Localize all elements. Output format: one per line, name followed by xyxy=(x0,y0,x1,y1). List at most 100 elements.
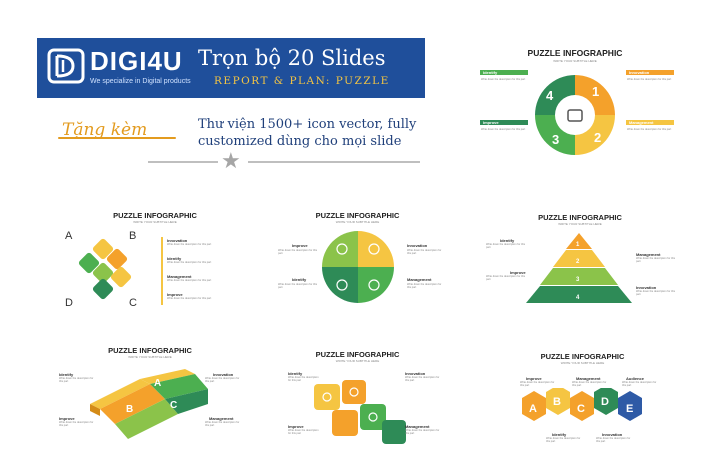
piece-number-4: 4 xyxy=(546,88,554,103)
cross-puzzle xyxy=(78,238,132,300)
svg-text:3: 3 xyxy=(576,277,580,283)
label-bar xyxy=(626,70,674,75)
label-bar xyxy=(626,120,674,125)
svg-text:B: B xyxy=(553,396,561,408)
banner-subtitle: REPORT & PLAN: PUZZLE xyxy=(214,75,390,87)
svg-text:C: C xyxy=(577,403,585,415)
label-desc: Write down the description for this part xyxy=(627,78,672,81)
slide-label: Identify xyxy=(483,70,498,75)
isometric-puzzle: A B C xyxy=(90,369,208,439)
slide-label: Identify xyxy=(288,371,303,376)
label-desc: Write down the description for this part xyxy=(205,421,240,427)
slide-subtitle: WRITE YOUR SUBTITLE HERE xyxy=(128,355,172,359)
label-desc: Write down the description for this part xyxy=(572,381,607,387)
label-desc: Write down the description for this part xyxy=(278,283,318,289)
label-desc: Write down the description for this part xyxy=(59,421,94,427)
label-desc: Write down the description for this part xyxy=(167,297,212,300)
slide-thumbnail-4[interactable]: PUZZLE INFOGRAPHIC WRITE YOUR SUBTITLE H… xyxy=(480,205,680,315)
brand-tagline: We specialize in Digital products xyxy=(90,78,191,85)
label-desc: Write down the description for this part xyxy=(407,283,442,289)
gift-underline xyxy=(58,137,176,139)
slide-label: Management xyxy=(405,424,430,429)
brand-name: DIGI4U xyxy=(90,46,183,76)
label-desc: Write down the description for this part xyxy=(622,381,657,387)
label-desc: Write down the description for this part xyxy=(288,376,319,382)
slide-label: Management xyxy=(629,120,654,125)
label-desc: Write down the description for this part xyxy=(486,275,526,281)
label-desc: Write down the description for this part xyxy=(167,279,212,282)
slide-title: PUZZLE INFOGRAPHIC xyxy=(538,213,622,222)
slide-label: Innovation xyxy=(407,243,428,248)
piece-number-2: 2 xyxy=(594,130,601,145)
slide-label: Identify xyxy=(167,256,182,261)
slide-title: PUZZLE INFOGRAPHIC xyxy=(108,346,192,355)
banner-title: Trọn bộ 20 Slides xyxy=(198,46,386,70)
idea-icon xyxy=(322,392,332,402)
label-desc: Write down the description for this part xyxy=(636,257,676,263)
corner-letter: C xyxy=(129,297,137,309)
slide-thumbnail-1[interactable]: PUZZLE INFOGRAPHIC WRITE YOUR SUBTITLE H… xyxy=(470,40,680,170)
label-desc: Write down the description for this part xyxy=(405,376,440,382)
slide-thumbnail-5[interactable]: PUZZLE INFOGRAPHIC WRITE YOUR SUBTITLE H… xyxy=(55,342,245,452)
label-desc: Write down the description for this part xyxy=(167,261,212,264)
slide-label: Identify xyxy=(59,372,74,377)
target-icon xyxy=(368,243,380,255)
slide-title: PUZZLE INFOGRAPHIC xyxy=(527,48,623,58)
slide-label: Management xyxy=(167,274,192,279)
slide-label: Improve xyxy=(510,270,526,275)
slide-subtitle: WRITE YOUR SUBTITLE HERE xyxy=(133,220,177,224)
slide-subtitle: WRITE YOUR SUBTITLE HERE xyxy=(335,359,380,363)
slide-thumbnail-2[interactable]: PUZZLE INFOGRAPHIC WRITE YOUR SUBTITLE H… xyxy=(55,205,255,315)
label-desc: Write down the description for this part xyxy=(520,381,555,387)
svg-text:2: 2 xyxy=(576,259,580,265)
person-icon xyxy=(368,412,378,422)
svg-text:E: E xyxy=(626,403,633,415)
corner-letter: D xyxy=(65,297,73,309)
slide-subtitle: WRITE YOUR SUBTITLE HERE xyxy=(553,59,597,63)
staircase-puzzle xyxy=(314,380,406,444)
slide-label: Innovation xyxy=(213,372,234,377)
label-desc: Write down the description for this part xyxy=(59,377,94,383)
svg-text:1: 1 xyxy=(576,242,580,248)
promo-description: Thư viện 1500+ icon vector, fully custom… xyxy=(198,117,417,149)
slide-label: Innovation xyxy=(636,285,657,290)
label-bar xyxy=(480,120,528,125)
puzzle-piece-2 xyxy=(575,115,615,155)
slide-label: Innovation xyxy=(405,371,426,376)
slide-thumbnail-6[interactable]: PUZZLE INFOGRAPHIC WRITE YOUR SUBTITLE H… xyxy=(270,342,445,452)
label-desc: Write down the description for this part xyxy=(596,437,631,443)
piece-number-1: 1 xyxy=(592,84,599,99)
circle-puzzle xyxy=(322,231,394,303)
corner-letter: B xyxy=(129,230,137,242)
slide-thumbnail-7[interactable]: PUZZLE INFOGRAPHIC WRITE YOUR SUBTITLE H… xyxy=(480,342,685,452)
slide-subtitle: WRITE YOUR SUBTITLE HERE xyxy=(558,222,602,226)
star-icon: ★ xyxy=(221,148,241,173)
lightbulb-icon xyxy=(336,243,348,255)
puzzle-piece-1 xyxy=(575,75,615,115)
hexagon-puzzle: A B C D E xyxy=(522,388,642,421)
gift-label: Tặng kèm xyxy=(62,120,148,140)
svg-text:A: A xyxy=(154,378,161,389)
slide-title: PUZZLE INFOGRAPHIC xyxy=(113,211,197,220)
slide-label: Innovation xyxy=(167,238,188,243)
slide-title: PUZZLE INFOGRAPHIC xyxy=(540,352,625,361)
briefcase-icon xyxy=(349,387,359,397)
svg-text:B: B xyxy=(126,404,133,415)
slide-thumbnail-3[interactable]: PUZZLE INFOGRAPHIC WRITE YOUR SUBTITLE H… xyxy=(270,205,445,315)
slide-label: Improve xyxy=(292,243,308,248)
label-desc: Write down the description for this part xyxy=(486,243,526,249)
slide-subtitle: WRITE YOUR SUBTITLE HERE xyxy=(335,220,380,224)
slide-label: Innovation xyxy=(602,432,623,437)
label-desc: Write down the description for this part xyxy=(405,429,440,435)
svg-text:D: D xyxy=(601,396,609,408)
digi4u-logo-icon xyxy=(47,48,85,84)
svg-text:C: C xyxy=(170,400,177,411)
slide-label: Improve xyxy=(59,416,75,421)
label-desc: Write down the description for this part xyxy=(636,290,676,296)
slide-label: Management xyxy=(407,277,432,282)
slide-title: PUZZLE INFOGRAPHIC xyxy=(315,211,400,220)
label-bar xyxy=(480,70,528,75)
corner-letter: A xyxy=(65,230,73,242)
slide-label: Improve xyxy=(483,120,499,125)
slide-label: Audience xyxy=(626,376,645,381)
